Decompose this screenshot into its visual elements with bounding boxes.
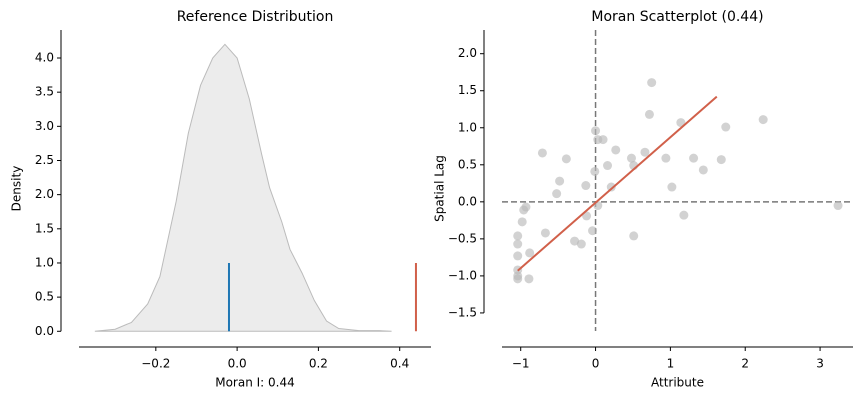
x-tick-label: 0.4	[390, 357, 409, 371]
scatter-point	[661, 153, 671, 163]
y-tick-label: 0.5	[35, 290, 54, 304]
y-tick-label: 1.5	[35, 221, 54, 235]
scatter-point	[519, 205, 529, 215]
scatter-point	[611, 145, 621, 155]
y-tick-label: 3.0	[35, 119, 54, 133]
scatter-point	[598, 135, 608, 145]
scatter-point	[525, 248, 535, 258]
scatter-point	[517, 217, 527, 227]
scatter-point	[644, 109, 654, 119]
x-tick-label: −1	[512, 357, 530, 371]
y-tick-label: 1.0	[35, 255, 54, 269]
y-tick-label: −0.5	[448, 231, 477, 245]
x-tick-label: 2	[741, 357, 749, 371]
scatter-point	[513, 231, 523, 241]
y-tick-label: 1.0	[458, 120, 477, 134]
density-area	[94, 43, 392, 332]
scatter-point	[513, 274, 523, 284]
scatter-point	[679, 210, 689, 220]
y-tick-label: 0.0	[35, 324, 54, 338]
scatter-point	[647, 78, 657, 88]
scatter-point	[524, 274, 534, 284]
scatter-point	[576, 239, 586, 249]
x-axis-label: Attribute	[651, 376, 704, 390]
x-tick-label: 0.2	[309, 357, 328, 371]
scatter-point	[591, 126, 601, 136]
scatter-point	[698, 165, 708, 175]
x-tick-label: 1	[667, 357, 675, 371]
x-tick-label: 0	[592, 357, 600, 371]
scatter-point	[561, 154, 571, 164]
fit-line	[517, 95, 718, 272]
y-tick-label: 2.0	[35, 187, 54, 201]
scatter-point	[629, 231, 639, 241]
y-tick-label: 2.5	[35, 153, 54, 167]
scatter-point	[667, 182, 677, 192]
y-tick-label: 1.5	[458, 83, 477, 97]
scatter-point	[555, 176, 565, 186]
x-tick-label: −0.2	[141, 357, 170, 371]
scatter-point	[540, 228, 550, 238]
scatter-point	[552, 189, 562, 199]
x-tick-label: 3	[816, 357, 824, 371]
scatter-point	[588, 226, 598, 236]
scatter-point	[603, 161, 613, 171]
chart-title: Moran Scatterplot (0.44)	[591, 9, 763, 25]
scatter-point	[537, 148, 547, 158]
scatter-point	[721, 122, 731, 132]
y-axis-label: Spatial Lag	[433, 155, 447, 222]
x-axis-label: Moran I: 0.44	[215, 376, 295, 390]
scatter-point	[626, 153, 636, 163]
y-tick-label: 0.5	[458, 157, 477, 171]
chart-title: Reference Distribution	[177, 9, 334, 25]
y-tick-label: 0.0	[458, 194, 477, 208]
scatter-point	[570, 236, 580, 246]
scatter-point	[689, 153, 699, 163]
scatter-point	[640, 147, 650, 157]
y-tick-label: 3.5	[35, 85, 54, 99]
y-tick-label: −1.5	[448, 305, 477, 319]
scatter-point	[833, 201, 843, 211]
scatter-point	[513, 251, 523, 261]
scatter-point	[513, 239, 523, 249]
scatter-point	[758, 115, 768, 125]
y-tick-label: 4.0	[35, 51, 54, 65]
scatter-point	[606, 182, 616, 192]
y-axis-label: Density	[10, 166, 24, 212]
y-tick-label: −1.0	[448, 268, 477, 282]
scatter-point	[590, 166, 600, 176]
y-tick-label: 2.0	[458, 46, 477, 60]
x-tick-label: 0.0	[228, 357, 247, 371]
scatter-point	[716, 155, 726, 165]
scatter-point	[581, 181, 591, 191]
